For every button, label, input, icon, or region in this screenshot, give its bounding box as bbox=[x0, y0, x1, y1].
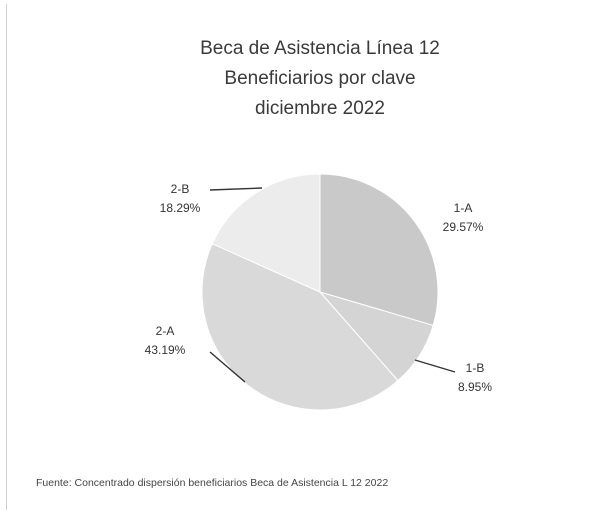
leader-line-1-B bbox=[414, 359, 456, 373]
chart-title-block: Beca de Asistencia Línea 12 Beneficiario… bbox=[0, 34, 610, 124]
pie-slice-2-B bbox=[211, 173, 321, 293]
chart-period: diciembre 2022 bbox=[255, 98, 385, 119]
leader-line-2-A bbox=[209, 351, 246, 383]
slice-value-label-2-B: 18.29% bbox=[160, 201, 201, 215]
leader-line-2-B bbox=[209, 187, 263, 191]
slice-category-label-1-A: 1-A bbox=[454, 201, 473, 215]
slice-value-label-2-A: 43.19% bbox=[145, 343, 186, 357]
chart-source-note: Fuente: Concentrado dispersión beneficia… bbox=[36, 477, 389, 489]
chart-subtitle: Beneficiarios por clave bbox=[224, 68, 416, 89]
pie-slice-2-A bbox=[201, 243, 399, 411]
pie-slice-1-A bbox=[319, 173, 439, 327]
chart-title: Beca de Asistencia Línea 12 bbox=[200, 38, 440, 59]
slice-category-label-1-B: 1-B bbox=[466, 361, 485, 375]
slice-category-label-2-B: 2-B bbox=[171, 182, 190, 196]
chart-frame bbox=[6, 4, 603, 510]
slice-category-label-2-A: 2-A bbox=[156, 324, 175, 338]
slice-value-label-1-B: 8.95% bbox=[458, 380, 492, 394]
slice-value-label-1-A: 29.57% bbox=[443, 220, 484, 234]
